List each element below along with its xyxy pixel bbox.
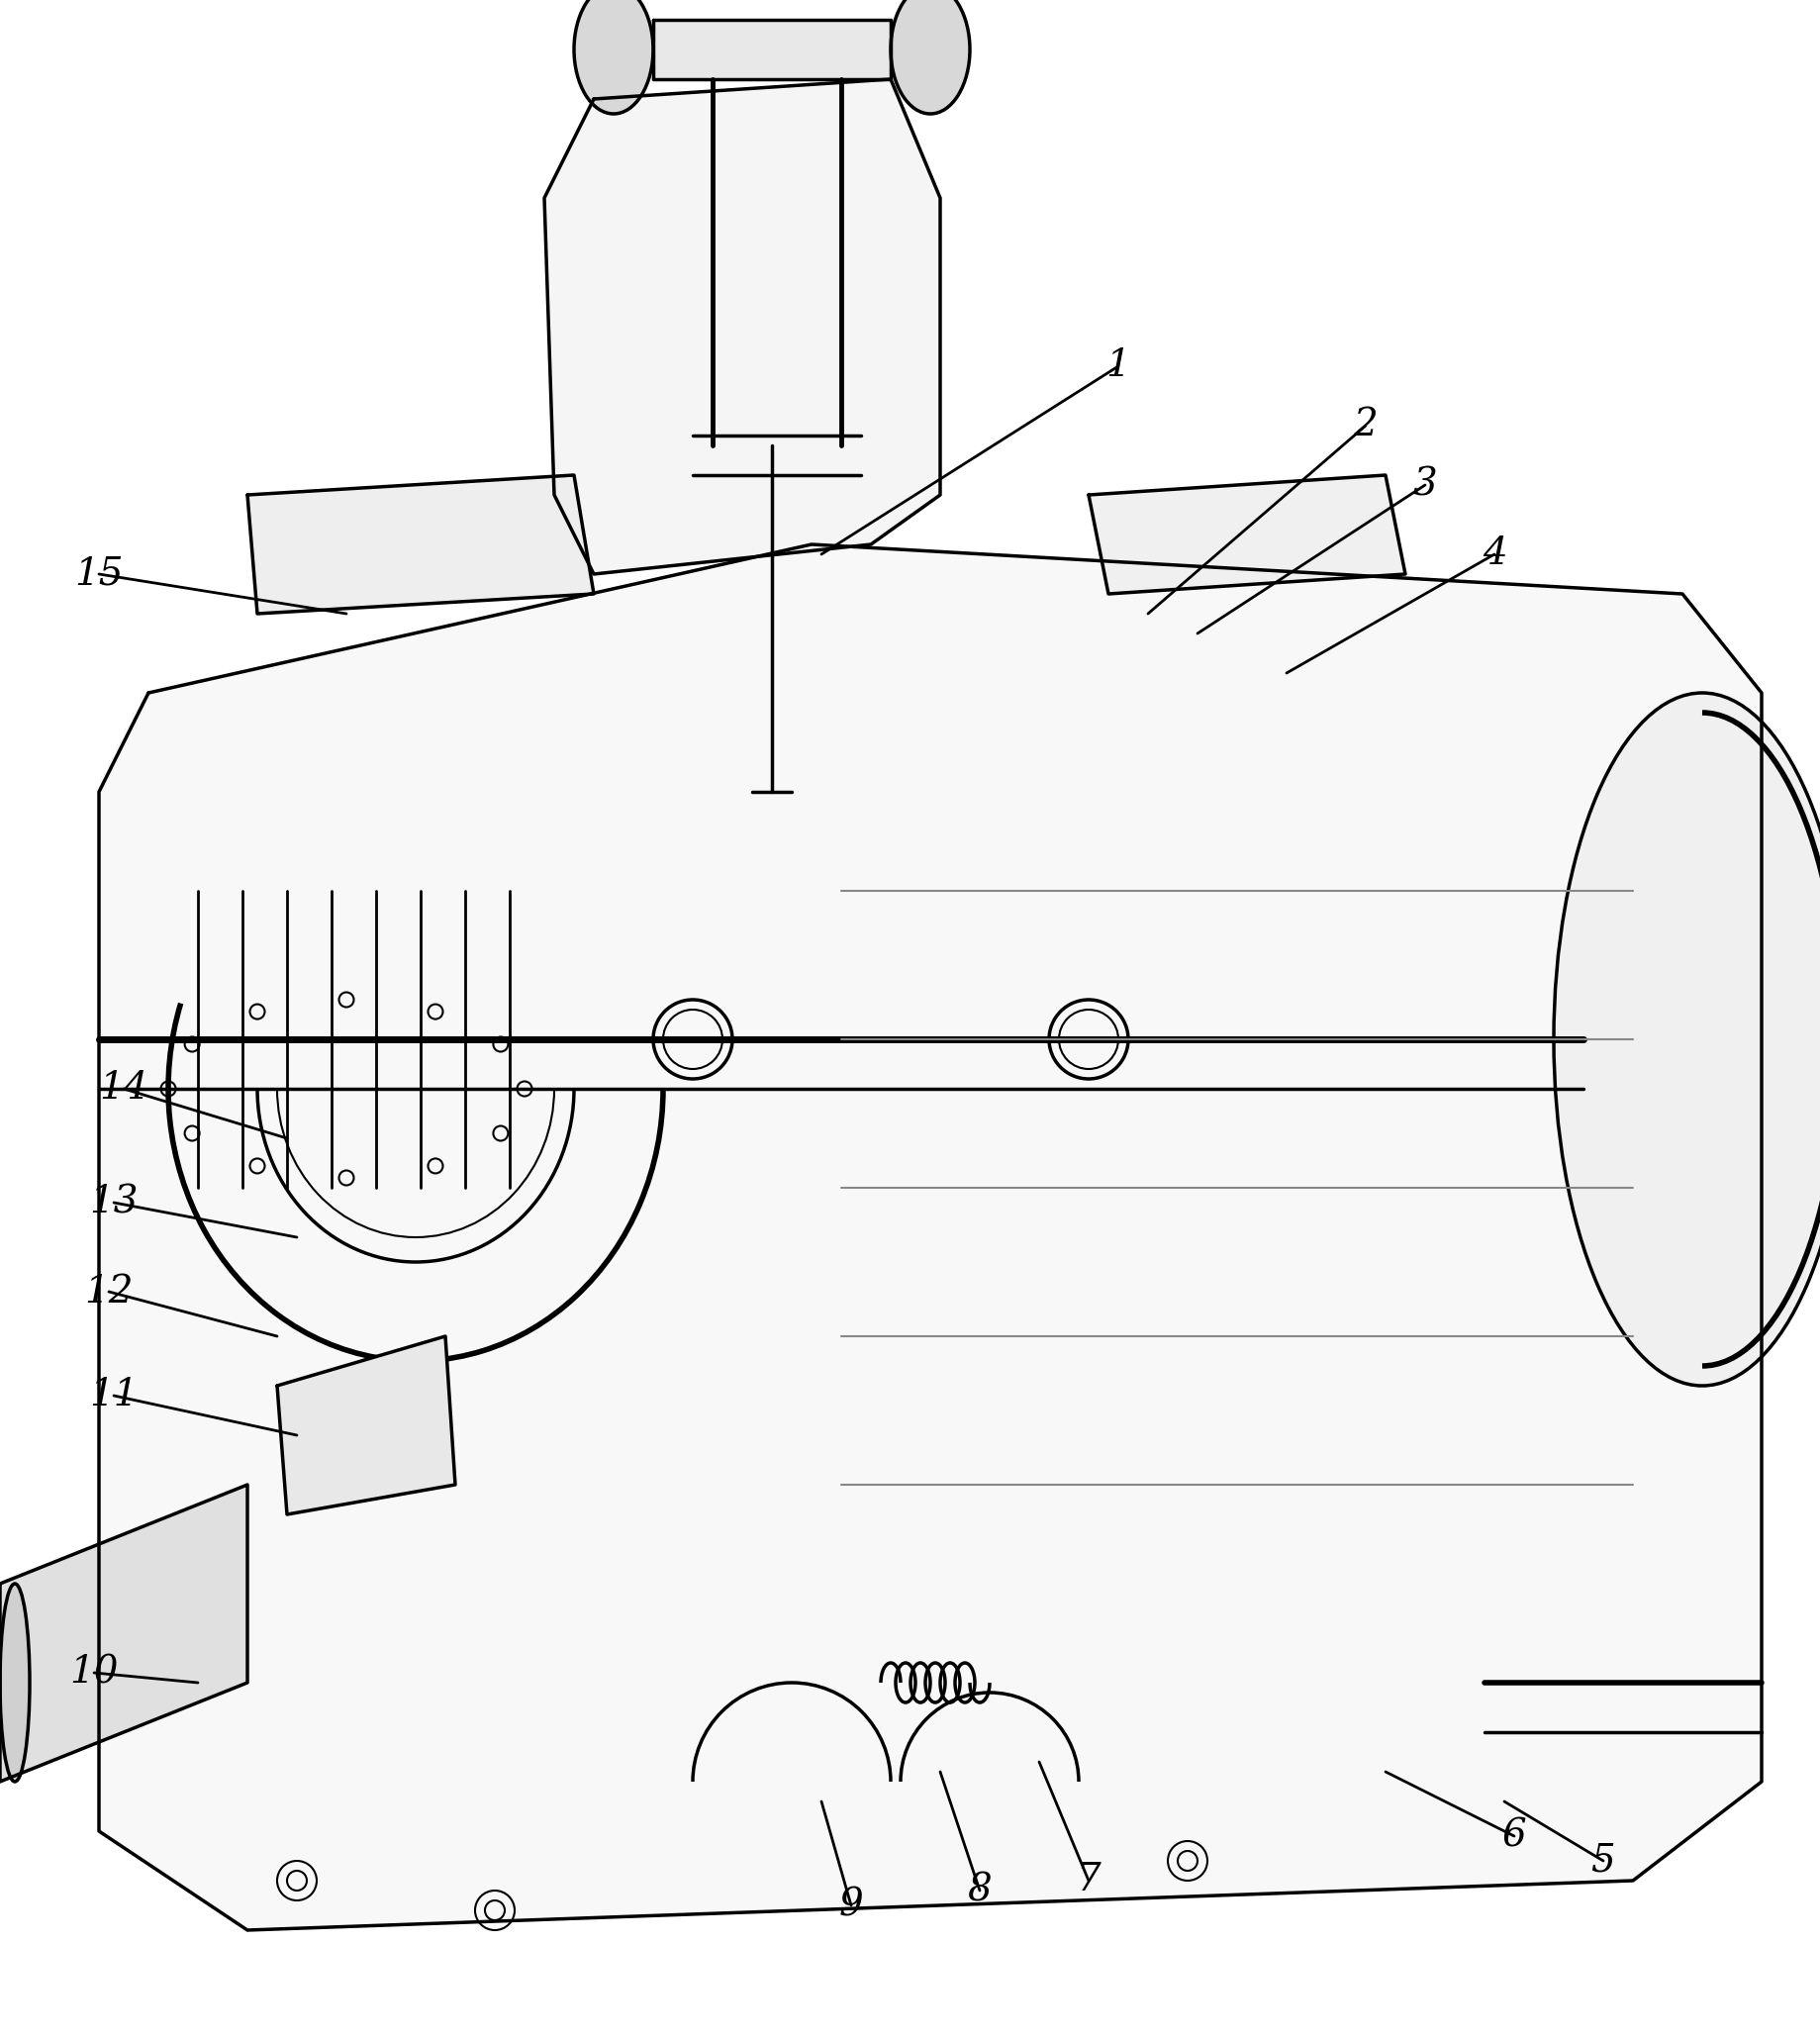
Ellipse shape — [1552, 694, 1820, 1385]
Ellipse shape — [890, 0, 970, 114]
Ellipse shape — [573, 0, 653, 114]
Polygon shape — [544, 80, 939, 573]
Text: 4: 4 — [1481, 537, 1505, 573]
Text: 2: 2 — [1352, 408, 1378, 445]
Polygon shape — [277, 1336, 455, 1514]
Text: 9: 9 — [839, 1887, 863, 1924]
Text: 13: 13 — [89, 1185, 138, 1220]
Polygon shape — [98, 545, 1760, 1930]
Polygon shape — [653, 20, 890, 80]
Polygon shape — [248, 475, 593, 614]
Text: 8: 8 — [966, 1873, 992, 1909]
Text: 5: 5 — [1591, 1842, 1614, 1879]
Polygon shape — [1088, 475, 1405, 594]
Text: 10: 10 — [69, 1654, 118, 1691]
Text: 11: 11 — [89, 1377, 138, 1414]
Ellipse shape — [0, 1583, 29, 1781]
Text: 1: 1 — [1105, 349, 1130, 386]
Text: 15: 15 — [75, 555, 124, 592]
Text: 6: 6 — [1502, 1818, 1525, 1854]
Text: 7: 7 — [1076, 1863, 1101, 1899]
Text: 14: 14 — [98, 1071, 147, 1108]
Text: 3: 3 — [1412, 467, 1436, 504]
Text: 12: 12 — [84, 1273, 133, 1310]
Polygon shape — [0, 1485, 248, 1781]
